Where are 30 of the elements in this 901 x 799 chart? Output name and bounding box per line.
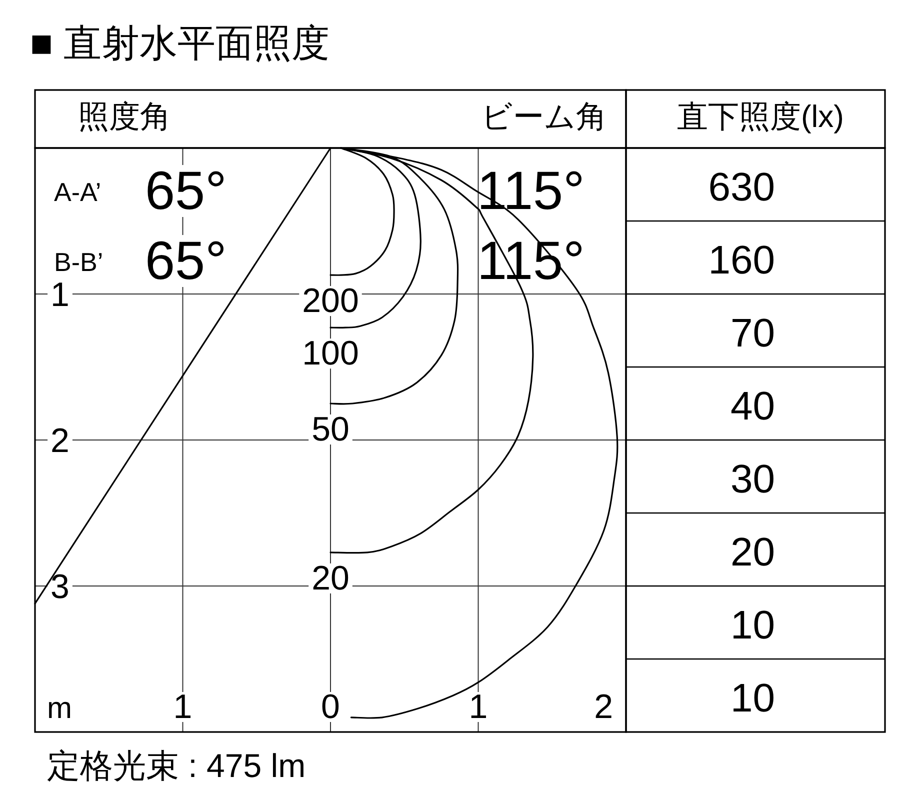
note: 65°	[145, 231, 227, 291]
x-tick-label: 1	[468, 688, 488, 726]
note: B-B’	[54, 247, 104, 277]
y-tick-label: 2	[50, 422, 70, 460]
x-tick-label: 2	[594, 688, 613, 726]
note: ビーム角	[481, 99, 607, 134]
cell-value: 10	[730, 676, 775, 720]
cell-value: 70	[730, 312, 775, 356]
cell-value: 10	[730, 604, 775, 648]
table-header: 直下照度(lx)	[676, 99, 844, 134]
cell-value: 160	[708, 238, 775, 282]
x-tick-label: 1	[173, 688, 192, 726]
curve-label: 20	[312, 559, 350, 598]
title: ■ 直射水平面照度	[30, 23, 330, 65]
curve-label: 50	[312, 410, 350, 448]
cell-value: 630	[708, 166, 775, 210]
x-tick-label: 0	[321, 688, 340, 726]
curve-label: 200	[302, 282, 359, 320]
note: 115°	[477, 161, 585, 221]
note: 定格光束 : 475 lm	[47, 747, 306, 784]
note: 照度角	[78, 99, 171, 134]
x-axis-title: m	[47, 692, 72, 725]
cell-value: 20	[730, 530, 775, 574]
cell-value: 40	[730, 384, 775, 428]
y-tick-label: 3	[50, 568, 70, 606]
curve-label: 100	[302, 334, 359, 373]
cell-value: 30	[730, 458, 775, 502]
note: 65°	[145, 161, 227, 221]
note: A-A’	[54, 177, 102, 207]
y-tick-label: 1	[50, 276, 70, 314]
